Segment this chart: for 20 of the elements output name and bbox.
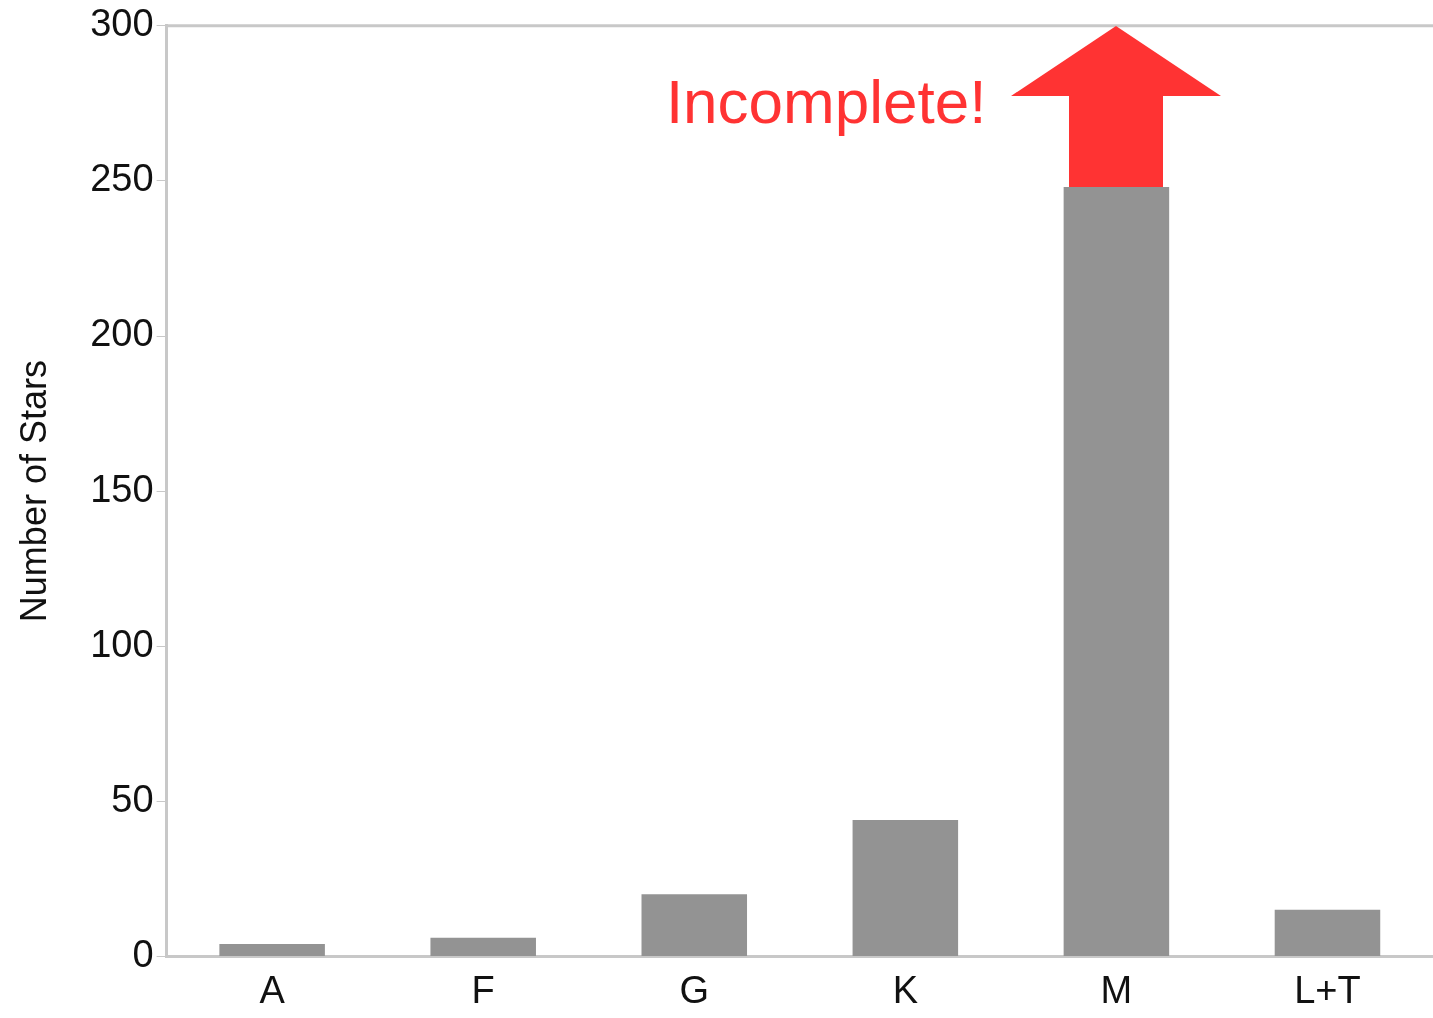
x-tick-label: K [892, 968, 919, 1011]
x-tick-label: M [1100, 968, 1133, 1011]
x-tick-label: A [259, 968, 286, 1011]
bar [430, 937, 536, 956]
bar [219, 943, 325, 956]
bar [852, 819, 959, 956]
bar [641, 894, 748, 956]
annotation: Incomplete! [665, 65, 987, 137]
y-tick-label: 100 [90, 622, 154, 665]
x-tick-label: G [679, 968, 710, 1011]
y-tick-label: 250 [90, 157, 154, 200]
y-tick-label: 150 [90, 467, 154, 510]
y-tick-label: 0 [132, 932, 154, 975]
bar [1274, 909, 1381, 956]
y-tick-label: 200 [90, 312, 154, 355]
y-tick-label: 300 [90, 2, 154, 45]
y-axis-title: Number of Stars [12, 360, 54, 623]
y-tick-label: 50 [111, 777, 154, 820]
x-tick-label: L+T [1294, 968, 1361, 1011]
x-tick-label: F [471, 968, 495, 1011]
